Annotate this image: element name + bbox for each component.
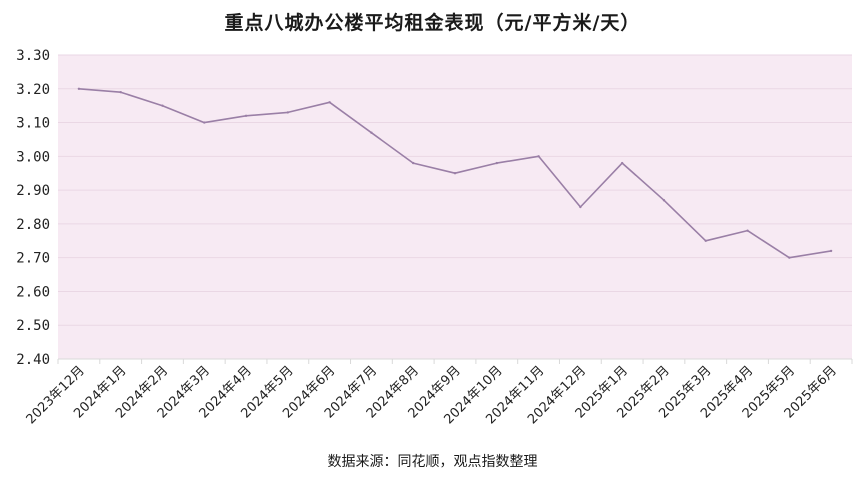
data-point <box>119 90 122 94</box>
data-point <box>77 87 81 90</box>
data-point <box>537 155 540 158</box>
data-point <box>286 111 290 114</box>
data-point <box>746 229 749 232</box>
data-point <box>412 161 415 165</box>
y-tick-label: 2.90 <box>16 183 50 199</box>
gridlines <box>58 54 852 360</box>
chart-title: 重点八城办公楼平均租金表现（元/平方米/天） <box>224 12 641 34</box>
x-axis: 2023年12月2024年1月2024年2月2024年3月2024年4月2024… <box>24 359 853 427</box>
data-point <box>620 161 624 165</box>
data-point <box>829 249 833 253</box>
y-tick-label: 2.40 <box>16 352 50 368</box>
data-point <box>495 161 498 165</box>
data-source-note: 数据来源：同花顺，观点指数整理 <box>327 454 538 470</box>
y-tick-label: 2.50 <box>16 318 50 334</box>
data-point <box>161 104 164 107</box>
data-point <box>704 239 707 242</box>
data-point <box>662 199 666 202</box>
data-point <box>453 172 457 175</box>
series-layer <box>77 87 833 259</box>
y-tick-label: 3.20 <box>16 82 50 98</box>
y-axis: 2.40 2.50 2.60 2.70 2.80 2.90 3.00 3.10 3.20 3.30 <box>16 48 50 368</box>
data-point <box>244 114 248 118</box>
y-tick-label: 3.00 <box>16 149 50 165</box>
data-point <box>203 121 206 124</box>
y-tick-label: 3.10 <box>16 116 50 132</box>
y-tick-label: 2.70 <box>16 251 50 267</box>
y-tick-label: 2.60 <box>16 284 50 300</box>
data-point <box>579 205 582 209</box>
data-point <box>370 131 373 134</box>
y-tick-label: 2.80 <box>16 217 50 233</box>
data-point <box>328 101 331 104</box>
plot-area <box>58 55 852 359</box>
y-tick-label: 3.30 <box>16 48 50 64</box>
data-point <box>788 256 791 259</box>
